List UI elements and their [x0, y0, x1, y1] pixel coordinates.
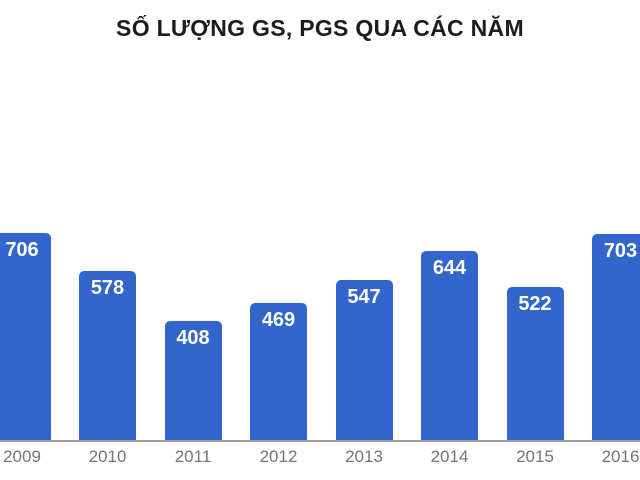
bar: 408 — [164, 321, 222, 442]
x-tick-label: 2009 — [3, 447, 41, 466]
bar-value-label: 469 — [261, 309, 296, 331]
bar-value-label: 408 — [176, 327, 210, 349]
bar: 644 — [421, 251, 478, 442]
x-tick-label: 2015 — [516, 447, 554, 466]
bar: 706 — [0, 233, 51, 442]
bar: 547 — [335, 280, 393, 442]
x-tick-label: 2010 — [88, 447, 127, 466]
bar-value-label: 644 — [432, 257, 467, 279]
x-tick-label: 2012 — [259, 447, 298, 466]
bar-value-label: 703 — [603, 240, 638, 262]
bar: 469 — [250, 303, 307, 442]
bar-value-label: 706 — [5, 239, 39, 261]
bar-value-label: 578 — [90, 277, 125, 299]
chart-title: SỐ LƯỢNG GS, PGS QUA CÁC NĂM — [116, 15, 524, 41]
bar-value-label: 522 — [518, 293, 552, 315]
bar: 703 — [592, 234, 640, 442]
x-tick-label: 2016 — [601, 447, 640, 466]
bar: 522 — [506, 287, 564, 442]
x-tick-label: 2011 — [174, 447, 212, 466]
bar: 578 — [79, 271, 136, 442]
x-tick-label: 2014 — [430, 447, 469, 466]
bar-value-label: 547 — [347, 286, 381, 308]
x-tick-label: 2013 — [345, 447, 383, 466]
x-axis-line — [0, 440, 640, 442]
